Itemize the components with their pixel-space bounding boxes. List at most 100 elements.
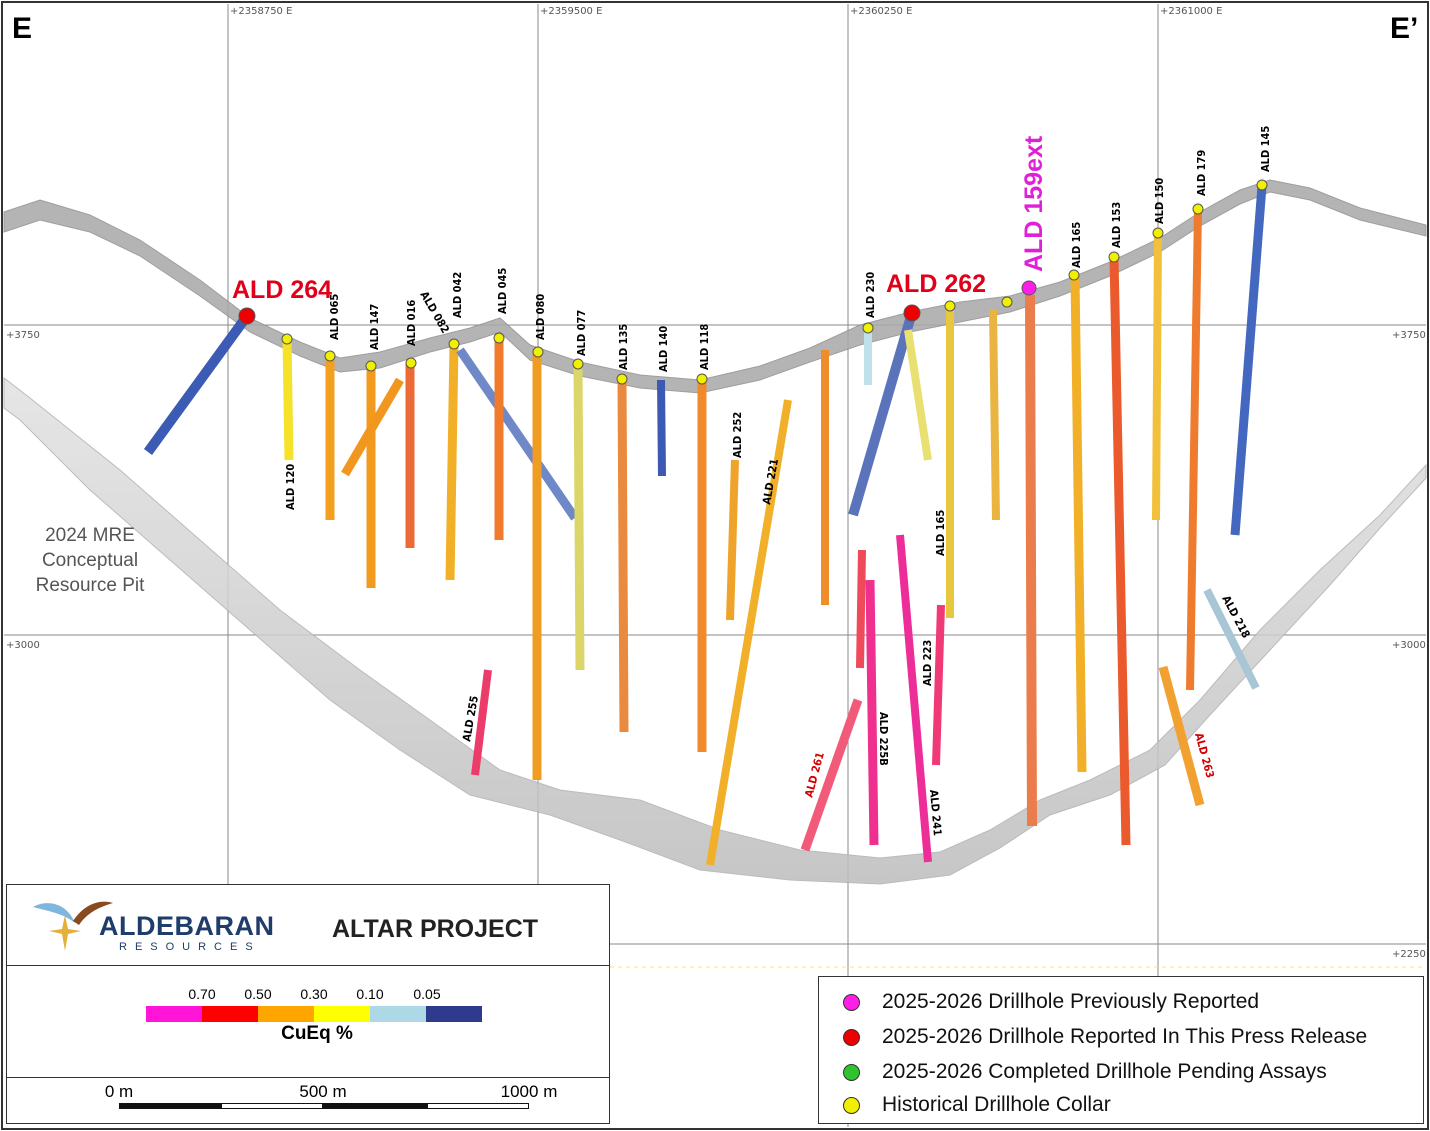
collar-legend: 2025-2026 Drillhole Previously Reported … bbox=[818, 976, 1424, 1124]
trace-ald150 bbox=[1152, 233, 1162, 521]
scale-label-0: 0 m bbox=[104, 1082, 134, 1101]
legend-label: 2025-2026 Drillhole Reported In This Pre… bbox=[882, 1025, 1368, 1048]
collar-ald077 bbox=[572, 358, 584, 370]
scale-label-1000: 1000 m bbox=[500, 1082, 558, 1101]
label-ald120: ALD 120 bbox=[284, 464, 297, 510]
trace-ald264 bbox=[143, 313, 252, 455]
collar-ald016 bbox=[405, 357, 417, 369]
colorbar-title-wrap: CuEq % bbox=[7, 1023, 611, 1045]
label-ald179: ALD 179 bbox=[1195, 150, 1208, 196]
colorbar-swatch-1 bbox=[146, 1006, 202, 1022]
colorbar-tick-3: 0.30 bbox=[300, 986, 328, 1002]
trace-ald225b bbox=[865, 579, 879, 846]
elev-label-2250-right: +2250 bbox=[1392, 949, 1426, 960]
legend-dot-green-icon bbox=[843, 1063, 860, 1081]
trace-ald165 bbox=[1070, 275, 1087, 773]
drillhole-traces bbox=[143, 185, 1267, 866]
trace-ald255 bbox=[471, 669, 492, 776]
trace-ald263 bbox=[1158, 665, 1205, 807]
label-ald135: ALD 135 bbox=[617, 324, 630, 370]
collar-ald165b bbox=[944, 300, 956, 312]
trace-ald042 bbox=[445, 344, 459, 581]
aldebaran-logo-icon bbox=[33, 901, 113, 951]
easting-label-2: +2359500 E bbox=[540, 6, 602, 17]
company-name: ALDEBARAN bbox=[99, 911, 275, 941]
legend-dot-yellow-icon bbox=[843, 1096, 860, 1114]
trace-ald262b bbox=[904, 329, 932, 461]
label-ald045: ALD 045 bbox=[496, 268, 509, 314]
colorbar-tick-4: 0.10 bbox=[356, 986, 384, 1002]
label-ald241: ALD 241 bbox=[927, 789, 944, 836]
label-ald230: ALD 230 bbox=[864, 272, 877, 318]
colorbar-tick-1: 0.70 bbox=[188, 986, 216, 1002]
collar-ald145 bbox=[1256, 179, 1268, 191]
trace-ald252 bbox=[726, 459, 739, 621]
trace-ald135 bbox=[617, 379, 629, 733]
collar-ald230 bbox=[862, 322, 874, 334]
label-ald262: ALD 262 bbox=[886, 270, 986, 298]
company-subtitle: RESOURCES bbox=[119, 941, 261, 953]
label-ald077: ALD 077 bbox=[575, 310, 588, 356]
logo-header: ALDEBARAN RESOURCES ALTAR PROJECT bbox=[7, 885, 609, 966]
collar-ald153 bbox=[1108, 251, 1120, 263]
cueq-colorbar-legend: 0.70 0.50 0.30 0.10 0.05 CuEq % bbox=[7, 965, 609, 1078]
label-ald065: ALD 065 bbox=[328, 294, 341, 340]
colorbar-swatch-2 bbox=[202, 1006, 258, 1022]
collar-ald264 bbox=[238, 307, 256, 325]
colorbar-swatch-3 bbox=[258, 1006, 314, 1022]
scale-bar: 0 m 500 m 1000 m bbox=[7, 1077, 609, 1125]
scale-segment-1 bbox=[119, 1103, 221, 1109]
trace-ald120 bbox=[282, 339, 294, 461]
trace-ald179 bbox=[1186, 209, 1202, 691]
collar-ald147 bbox=[365, 360, 377, 372]
colorbar-swatch-5 bbox=[370, 1006, 426, 1022]
title-block: ALDEBARAN RESOURCES ALTAR PROJECT 0.70 0… bbox=[6, 884, 610, 1124]
legend-item-this-release: 2025-2026 Drillhole Reported In This Pre… bbox=[843, 1022, 1367, 1052]
legend-label: Historical Drillhole Collar bbox=[882, 1093, 1111, 1116]
legend-dot-magenta-icon bbox=[843, 993, 860, 1011]
legend-label: 2025-2026 Completed Drillhole Pending As… bbox=[882, 1060, 1327, 1083]
trace-ald082 bbox=[456, 347, 579, 521]
legend-item-historical-collar: Historical Drillhole Collar bbox=[843, 1090, 1111, 1120]
elev-label-3000-left: +3000 bbox=[6, 640, 40, 651]
label-ald165-lower: ALD 165 bbox=[934, 510, 947, 556]
label-ald159ext: ALD 159ext bbox=[1020, 135, 1048, 272]
easting-label-1: +2358750 E bbox=[230, 6, 292, 17]
legend-dot-red-icon bbox=[843, 1028, 860, 1046]
label-ald153: ALD 153 bbox=[1110, 202, 1123, 248]
label-ald042: ALD 042 bbox=[451, 272, 464, 318]
label-ald223: ALD 223 bbox=[921, 640, 934, 686]
legend-item-pending-assays: 2025-2026 Completed Drillhole Pending As… bbox=[843, 1057, 1327, 1087]
collar-ald179 bbox=[1192, 203, 1204, 215]
label-ald165: ALD 165 bbox=[1070, 222, 1083, 268]
elev-label-3750-left: +3750 bbox=[6, 330, 40, 341]
colorbar bbox=[146, 1006, 482, 1022]
colorbar-tick-5: 0.05 bbox=[413, 986, 441, 1002]
collar-ald135 bbox=[616, 373, 628, 385]
trace-ald159ext bbox=[1025, 294, 1037, 827]
elev-label-3000-right: +3000 bbox=[1392, 640, 1426, 651]
label-ald264: ALD 264 bbox=[232, 276, 332, 304]
trace-ald262 bbox=[848, 314, 916, 517]
trace-ald153 bbox=[1109, 257, 1131, 846]
collar-ald262 bbox=[903, 304, 921, 322]
collar-ald080 bbox=[532, 346, 544, 358]
easting-label-3: +2360250 E bbox=[850, 6, 912, 17]
label-ald016: ALD 016 bbox=[405, 300, 418, 346]
colorbar-title: CuEq % bbox=[281, 1023, 353, 1044]
colorbar-swatch-6 bbox=[426, 1006, 482, 1022]
label-ald080: ALD 080 bbox=[534, 294, 547, 340]
colorbar-swatch-4 bbox=[314, 1006, 370, 1022]
label-ald140: ALD 140 bbox=[657, 326, 670, 372]
pit-label-line1: 2024 MRE bbox=[45, 525, 135, 546]
drillhole-collars bbox=[238, 179, 1268, 385]
trace-ald-mid bbox=[989, 309, 1000, 521]
label-ald118: ALD 118 bbox=[698, 324, 711, 370]
label-ald145: ALD 145 bbox=[1259, 126, 1272, 172]
collar-ald120 bbox=[281, 333, 293, 345]
trace-ald225a bbox=[856, 549, 866, 669]
collar-mid bbox=[1001, 296, 1013, 308]
trace-ald223 bbox=[932, 604, 945, 766]
legend-label: 2025-2026 Drillhole Previously Reported bbox=[882, 990, 1260, 1013]
